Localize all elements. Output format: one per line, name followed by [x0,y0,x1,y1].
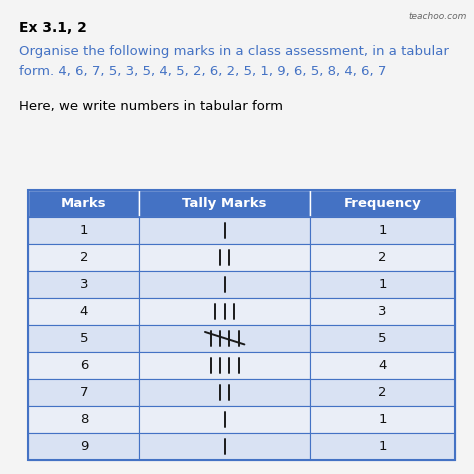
Text: Organise the following marks in a class assessment, in a tabular: Organise the following marks in a class … [19,45,449,58]
Text: 8: 8 [80,413,88,426]
Text: 2: 2 [80,251,88,264]
Text: 5: 5 [80,332,88,345]
Text: 1: 1 [378,224,387,237]
Text: 7: 7 [80,386,88,399]
Text: 4: 4 [378,359,387,372]
Bar [310,271,455,298]
Text: 4: 4 [80,305,88,318]
Text: Marks: Marks [61,197,107,210]
Bar [28,190,455,217]
Bar [28,325,139,352]
Bar [28,190,455,460]
Bar [310,406,455,433]
Bar [28,406,139,433]
Bar [310,379,455,406]
Bar [139,406,310,433]
Text: Frequency: Frequency [344,197,421,210]
Text: Ex 3.1, 2: Ex 3.1, 2 [19,21,87,36]
Bar [139,379,310,406]
Text: 5: 5 [378,332,387,345]
Bar [28,352,139,379]
Text: form. 4, 6, 7, 5, 3, 5, 4, 5, 2, 6, 2, 5, 1, 9, 6, 5, 8, 4, 6, 7: form. 4, 6, 7, 5, 3, 5, 4, 5, 2, 6, 2, 5… [19,65,386,78]
Text: 1: 1 [80,224,88,237]
Bar [310,298,455,325]
Bar [139,190,310,217]
Text: 2: 2 [378,251,387,264]
Bar [28,433,139,460]
Bar [28,244,139,271]
Text: Tally Marks: Tally Marks [182,197,267,210]
Bar [310,244,455,271]
Bar [139,271,310,298]
Text: 9: 9 [80,440,88,453]
Text: 1: 1 [378,413,387,426]
Text: Here, we write numbers in tabular form: Here, we write numbers in tabular form [19,100,283,112]
Text: 3: 3 [378,305,387,318]
Text: teachoo.com: teachoo.com [409,12,467,21]
Bar [310,433,455,460]
Bar [139,217,310,244]
Text: 1: 1 [378,278,387,291]
Bar [139,298,310,325]
Bar [139,352,310,379]
Text: 3: 3 [80,278,88,291]
Bar [310,190,455,217]
Bar [139,325,310,352]
Bar [310,217,455,244]
Bar [139,433,310,460]
Bar [310,352,455,379]
Bar [139,244,310,271]
Text: 1: 1 [378,440,387,453]
Text: 6: 6 [80,359,88,372]
Bar [28,298,139,325]
Bar [28,271,139,298]
Text: 2: 2 [378,386,387,399]
Bar [28,379,139,406]
Bar [28,190,139,217]
Bar [310,325,455,352]
Bar [28,217,139,244]
